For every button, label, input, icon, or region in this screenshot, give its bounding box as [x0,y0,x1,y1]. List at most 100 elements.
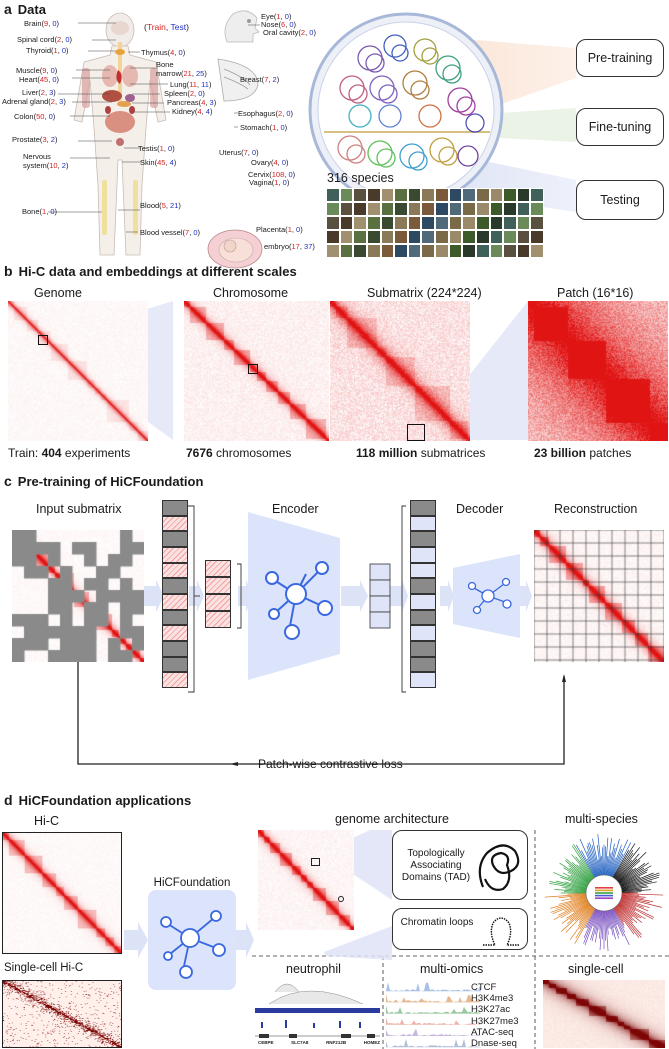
species-photo [462,244,476,258]
phylo-branch [613,907,625,923]
phylo-branch [606,852,612,876]
organ-label: Colon(50, 0) [14,112,56,121]
patch-token [410,672,436,688]
organ-leader-lines [48,22,260,233]
phylo-branch [569,903,591,920]
phylo-branch [612,850,630,878]
phylo-branch [621,886,649,891]
patch-token [162,500,188,516]
species-photo [448,202,463,216]
species-photo [339,244,354,258]
phylo-branch [621,881,657,890]
species-photo [435,188,449,202]
phylo-branch [606,838,613,876]
phylo-branch [613,843,636,878]
phylo-branch [598,910,602,931]
single-cell-hic-heatmap [2,980,122,1048]
phylo-branch [591,910,600,942]
phylo-branch [573,843,595,878]
phylo-branch [621,880,653,889]
phylo-branch [569,895,587,899]
phylo-branch [620,898,645,908]
patch-token [410,562,436,579]
reconstruction-heatmap [534,530,664,662]
patch-token [205,577,231,594]
species-photo [339,230,354,244]
species-photo [366,188,381,202]
phylo-branch [561,895,587,901]
tad-box: Topologically Associating Domains (TAD) [392,830,528,900]
omics-track [386,1038,481,1048]
species-label: 316 species [327,171,394,185]
species-photo [503,244,517,258]
phylo-branch [567,904,591,925]
patch-token [410,578,436,594]
phylo-branch [619,867,645,884]
phylo-branch [578,906,594,926]
phylo-branch [592,838,601,876]
phylo-branch [567,871,589,885]
organ-label: Spleen(2, 0) [164,89,205,98]
scale-label-patch: Patch (16*16) [557,286,634,300]
phylo-branch [550,898,588,913]
label-decoder: Decoder [456,502,504,516]
phylo-branch [599,910,604,951]
phylo-branch [614,907,635,935]
patch-token [162,656,188,673]
species-photo [394,216,408,230]
phylo-branch [571,854,593,880]
phylo-branch [610,848,623,877]
phylo-branch [608,910,615,929]
phylo-branch [610,909,618,925]
phylo-branch [612,908,626,933]
multi-omics-tracks [386,982,481,1048]
phylo-branch [592,910,599,927]
panel-b-title: b Hi-C data and embeddings at different s… [4,263,297,279]
species-photo [326,230,340,244]
neutrophil-genes: CEBPE SLC7A8 RNF212B HOMEZ [258,1040,380,1045]
phylo-branch [621,891,642,893]
genome-zoom-box [38,335,48,345]
phylo-branch [565,860,591,882]
phylo-branch [549,882,587,891]
organ-label: Heart(45, 0) [19,75,60,84]
single-cell-prediction-heatmap [543,980,665,1048]
species-photo [366,244,381,258]
species-photo [366,202,381,216]
phylo-branch [560,904,591,932]
neutrophil-tracks [255,983,380,1038]
species-photo [353,216,367,230]
phylo-branch [608,838,620,876]
organ-label-nervous: Nervous system(10, 2) [23,152,69,170]
organ-label: Lung(11, 11) [170,80,212,89]
phylo-branch [619,901,636,912]
phylo-branch [607,910,614,936]
label-input-submatrix: Input submatrix [36,502,122,516]
species-photo [435,244,449,258]
species-photo [407,202,422,216]
panel-d-title: d HiCFoundation applications [4,792,192,808]
species-photo [475,230,490,244]
organ-label: embryo(17, 37) [264,242,315,251]
human-body-illustration [73,12,167,256]
omics-track-label: CTCF [471,982,497,993]
species-photo [407,188,422,202]
chromosome-zoom-box [248,364,258,374]
phylo-branch [589,842,600,876]
species-photo [394,244,408,258]
organ-label: Brain(9, 0) [24,19,60,28]
phylo-branch [553,872,588,887]
phylo-branch [590,910,600,941]
phylo-branch [565,905,592,933]
patch-token [410,641,436,657]
phylo-branch [558,894,587,899]
phylo-branch [621,888,643,892]
phylo-branch [608,847,616,876]
species-photo [516,188,531,202]
phylo-branch [574,905,592,922]
genome-heatmap [8,301,148,441]
phylo-branch [564,900,588,911]
phylo-branch [621,894,646,898]
phylo-branch [605,856,609,876]
phylo-branch [554,889,587,893]
